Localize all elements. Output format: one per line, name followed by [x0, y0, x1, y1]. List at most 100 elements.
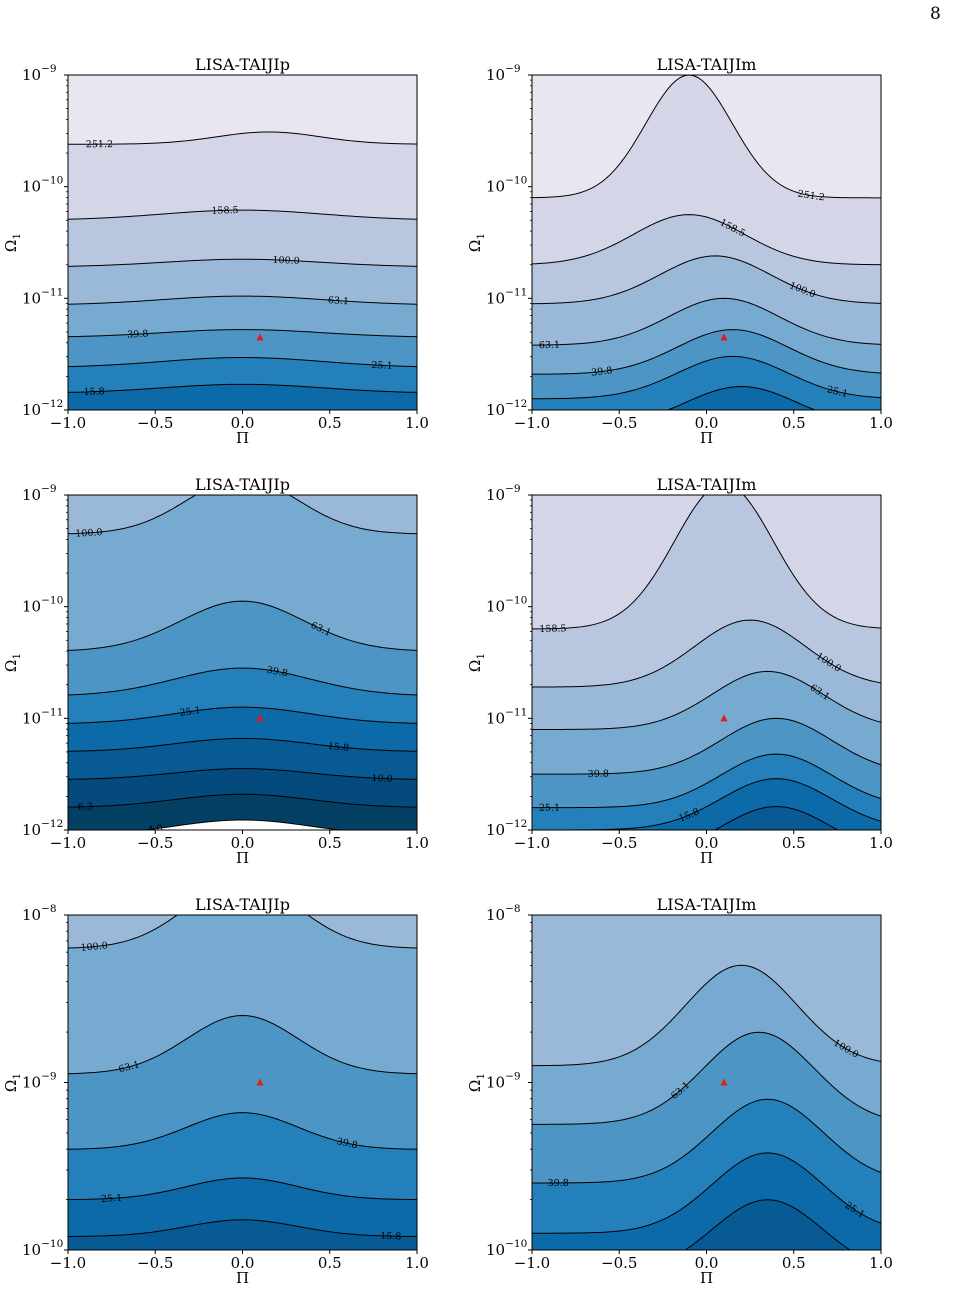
x-tick-label: 0.5	[782, 834, 806, 852]
y-axis-label: Ω1	[2, 653, 23, 672]
contour-label: 4.0	[147, 823, 163, 836]
y-tick-label: 10−11	[486, 706, 527, 727]
panel-title: LISA-TAIJIm	[657, 475, 757, 494]
x-tick-label: 0.0	[695, 1254, 719, 1272]
y-axis-label: Ω1	[466, 1073, 487, 1092]
x-axis-label: Π	[700, 849, 713, 867]
x-tick-label: 1.0	[869, 1254, 893, 1272]
x-tick-label: 0.5	[782, 414, 806, 432]
contour-label: 251.2	[797, 189, 826, 204]
contour-line	[532, 670, 881, 730]
contour-label: 39.8	[591, 365, 613, 378]
y-tick-label: 10−10	[22, 595, 63, 616]
contour-line	[666, 386, 817, 410]
contour-label: 10.0	[634, 848, 656, 862]
contour-region	[685, 1199, 850, 1250]
contour-panel-3: 100.063.139.825.115.810.06.34.0LISA-TAIJ…	[2, 475, 429, 867]
contour-line	[532, 214, 881, 266]
x-tick-label: 0.0	[695, 834, 719, 852]
x-tick-label: 1.0	[405, 834, 429, 852]
contour-line	[68, 1112, 417, 1150]
y-tick-label: 10−9	[486, 483, 521, 504]
fiducial-marker	[720, 333, 728, 341]
contour-label: 15.8	[380, 1231, 401, 1242]
contour-region	[667, 386, 815, 410]
x-tick-label: −0.5	[137, 1254, 173, 1272]
fiducial-marker	[256, 714, 264, 722]
contour-line	[68, 768, 417, 780]
x-tick-label: −0.5	[601, 834, 637, 852]
x-tick-label: −1.0	[50, 1254, 86, 1272]
y-axis-label: Ω1	[2, 1073, 23, 1092]
contour-label: 158.5	[532, 893, 559, 904]
contour-line	[532, 753, 881, 809]
y-tick-label: 10−12	[22, 398, 63, 419]
y-tick-label: 10−8	[486, 903, 521, 924]
y-axis-label: Ω1	[2, 233, 23, 252]
contour-label: 6.3	[660, 868, 677, 883]
contour-line	[68, 1219, 417, 1237]
contour-line	[532, 75, 881, 199]
contour-line	[532, 1098, 881, 1184]
contour-label: 6.3	[78, 802, 93, 813]
y-tick-label: 10−9	[486, 63, 521, 84]
y-tick-label: 10−11	[22, 286, 63, 307]
contour-label: 100.0	[272, 255, 300, 267]
contour-region	[68, 1219, 417, 1250]
contour-line	[68, 131, 417, 145]
fiducial-marker	[720, 1078, 728, 1086]
x-tick-label: −1.0	[514, 1254, 550, 1272]
contour-line	[140, 819, 345, 830]
y-tick-label: 10−9	[22, 63, 57, 84]
x-tick-label: −1.0	[514, 414, 550, 432]
contour-line	[68, 1177, 417, 1201]
x-tick-label: 0.5	[318, 834, 342, 852]
contour-region	[68, 384, 417, 410]
contour-line	[68, 295, 417, 305]
contour-line	[532, 717, 881, 775]
contour-label: 4.0	[706, 871, 725, 888]
contour-label: 25.1	[371, 360, 393, 372]
contour-line	[68, 209, 417, 220]
fiducial-marker	[720, 714, 728, 722]
x-tick-label: 0.0	[231, 834, 255, 852]
contour-line	[532, 619, 881, 688]
contour-line	[532, 1152, 881, 1234]
contour-label: 100.0	[80, 940, 108, 953]
y-tick-label: 10−9	[22, 1071, 57, 1092]
panel-title: LISA-TAIJIp	[195, 55, 290, 74]
contour-label: 251.2	[86, 139, 113, 150]
contour-region	[532, 356, 881, 410]
y-tick-label: 10−12	[486, 398, 527, 419]
contour-label: 15.8	[327, 741, 349, 754]
contour-region	[145, 819, 340, 830]
contour-label: 39.8	[266, 665, 289, 680]
contour-panel-5: 100.0 63.1 39.8 25.1 15.8 LISA-TAIJIp −1.0 −0.5…	[2, 895, 429, 1287]
contour-region	[714, 806, 838, 830]
x-tick-label: −1.0	[514, 834, 550, 852]
contour-region	[68, 794, 417, 830]
contour-label: 39.8	[336, 1136, 359, 1151]
x-tick-label: 1.0	[405, 1254, 429, 1272]
contour-label: 39.8	[127, 329, 149, 341]
x-tick-label: 0.5	[318, 414, 342, 432]
contour-line	[68, 600, 417, 651]
contour-label: 25.1	[539, 803, 560, 814]
y-tick-label: 10−9	[486, 1071, 521, 1092]
contour-line	[532, 355, 881, 400]
x-tick-label: 1.0	[869, 414, 893, 432]
contour-label: 63.1	[118, 1059, 141, 1075]
panel-title: LISA-TAIJIp	[195, 895, 290, 914]
x-tick-label: −1.0	[50, 834, 86, 852]
y-tick-label: 10−11	[22, 706, 63, 727]
y-tick-label: 10−12	[22, 818, 63, 839]
contour-line	[532, 329, 881, 375]
y-tick-label: 10−11	[486, 286, 527, 307]
x-tick-label: 1.0	[405, 414, 429, 432]
contour-label: 10.0	[371, 773, 393, 785]
y-tick-label: 10−10	[486, 1238, 527, 1259]
contour-line	[532, 297, 881, 346]
y-tick-label: 10−8	[22, 903, 57, 924]
contour-line	[684, 1199, 851, 1250]
x-tick-label: 0.0	[695, 414, 719, 432]
